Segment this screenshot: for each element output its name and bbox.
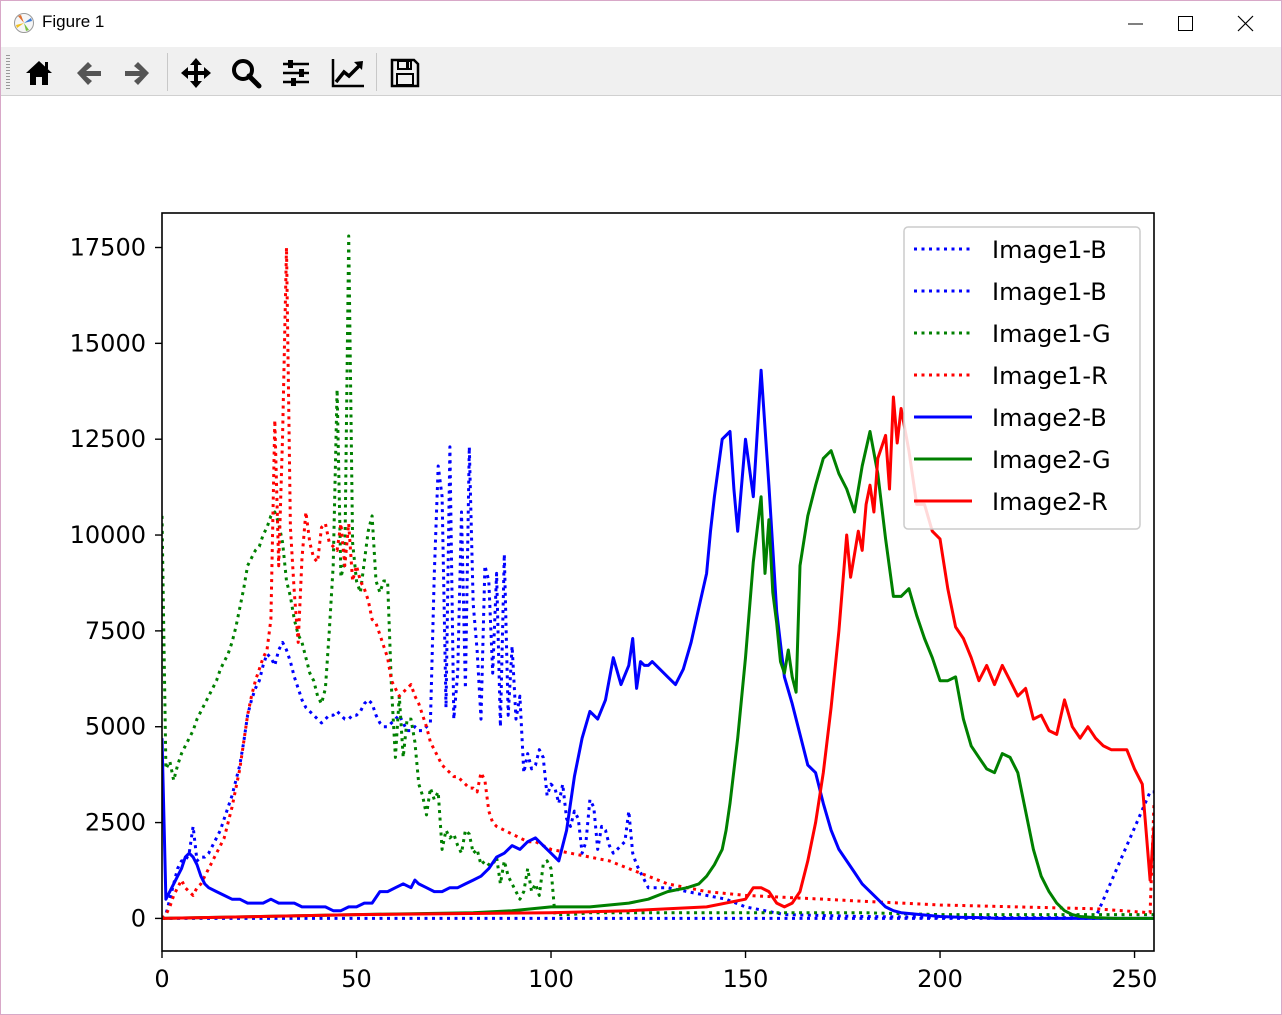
- window-title: Figure 1: [42, 12, 105, 31]
- figure-canvas[interactable]: 0 50 100 150 200 250 0 2500 5000 7500 10000 12500 15…: [1, 97, 1281, 1014]
- pan-button[interactable]: [178, 55, 214, 91]
- legend-label: Image2-B: [992, 404, 1107, 432]
- plot-frame: [161, 212, 1155, 952]
- minimize-button[interactable]: [1101, 1, 1171, 45]
- zoom-icon: [232, 59, 262, 89]
- legend-label: Image1-B: [992, 278, 1107, 306]
- series-line-image2-g: [162, 430, 1154, 920]
- histogram-chart: 0 50 100 150 200 2500250050007500100001250015…: [70, 212, 1158, 993]
- x-tick-label: 200: [917, 965, 963, 993]
- y-tick-label: 10000: [70, 521, 146, 549]
- series-line-image1-g: [162, 234, 1154, 917]
- y-tick-label: 17500: [70, 234, 146, 262]
- legend-label: Image2-G: [992, 446, 1111, 474]
- back-icon: [77, 62, 101, 85]
- minimize-icon: [1128, 23, 1143, 25]
- toolbar-separator: [376, 53, 377, 91]
- edit-axis-button[interactable]: [328, 55, 364, 91]
- x-tick-label: 150: [723, 965, 769, 993]
- y-tick-label: 2500: [85, 809, 146, 837]
- maximize-button[interactable]: [1151, 1, 1221, 45]
- forward-button[interactable]: [119, 55, 155, 91]
- save-icon: [390, 58, 420, 88]
- series-line-image1-b: [162, 445, 1154, 920]
- x-tick-label: 250: [1112, 965, 1158, 993]
- navigation-toolbar: [1, 47, 1281, 96]
- back-button[interactable]: [71, 55, 107, 91]
- toolbar-grip[interactable]: [6, 55, 10, 89]
- edit-axis-icon: [331, 59, 364, 88]
- y-tick-label: 15000: [70, 329, 146, 357]
- pan-icon: [181, 58, 211, 88]
- y-tick-label: 5000: [85, 713, 146, 741]
- series-line-image2-b: [162, 368, 1154, 920]
- matplotlib-logo-icon: [13, 12, 35, 34]
- x-tick-label: 0: [154, 965, 169, 993]
- legend-label: Image1-R: [992, 362, 1108, 390]
- maximize-icon: [1178, 16, 1193, 31]
- configure-subplots-icon: [283, 60, 309, 86]
- close-button[interactable]: [1211, 1, 1281, 45]
- close-icon: [1237, 15, 1254, 32]
- forward-icon: [125, 62, 149, 85]
- x-tick-label: 50: [341, 965, 372, 993]
- legend-label: Image2-R: [992, 488, 1108, 516]
- home-icon: [26, 61, 52, 85]
- save-button[interactable]: [387, 55, 423, 91]
- y-tick-label: 7500: [85, 617, 146, 645]
- legend-label: Image1-B: [992, 236, 1107, 264]
- toolbar-separator: [167, 53, 168, 91]
- configure-subplots-button[interactable]: [278, 55, 314, 91]
- legend-box: [903, 226, 1141, 530]
- x-tick-label: 100: [528, 965, 574, 993]
- zoom-button[interactable]: [228, 55, 264, 91]
- y-tick-label: 12500: [70, 425, 146, 453]
- title-bar: Figure 1: [1, 1, 1281, 45]
- legend-label: Image1-G: [992, 320, 1111, 348]
- home-button[interactable]: [21, 55, 57, 91]
- y-tick-label: 0: [131, 904, 146, 932]
